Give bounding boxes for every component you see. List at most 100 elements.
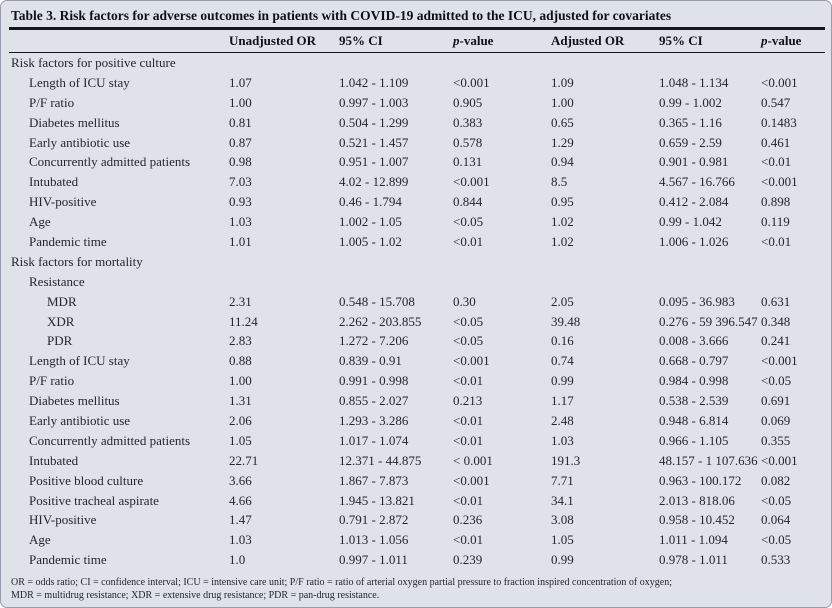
- value-cell: 0.691: [761, 393, 791, 409]
- value-cell: 0.99: [551, 373, 574, 389]
- value-cell: 0.069: [761, 412, 791, 428]
- value-cell: 0.631: [761, 293, 791, 309]
- value-cell: 1.03: [229, 532, 252, 548]
- value-cell: 0.533: [761, 552, 791, 568]
- row-label: Diabetes mellitus: [29, 393, 120, 409]
- value-cell: 0.94: [551, 154, 574, 170]
- table-row: Early antibiotic use 0.87 0.521 - 1.457 0.5…: [11, 133, 823, 153]
- value-cell: 0.064: [761, 512, 791, 528]
- value-cell: <0.001: [453, 74, 490, 90]
- value-cell: 0.997 - 1.003: [339, 94, 409, 110]
- value-cell: 0.65: [551, 114, 574, 130]
- row-label: Positive tracheal aspirate: [29, 492, 159, 508]
- row-label: Positive blood culture: [29, 472, 144, 488]
- value-cell: <0.05: [761, 492, 792, 508]
- table-row: Length of ICU stay 0.88 0.839 - 0.91 <0.001…: [11, 351, 823, 371]
- header-row: Unadjusted OR 95% CI p-value Adjusted OR…: [9, 30, 825, 53]
- table-row: Length of ICU stay 1.07 1.042 - 1.109 <0.00…: [11, 73, 823, 93]
- section-row: Risk factors for mortality: [11, 252, 823, 272]
- row-label: XDR: [47, 313, 75, 329]
- value-cell: <0.01: [453, 373, 484, 389]
- row-label: Pandemic time: [29, 552, 107, 568]
- value-cell: 1.07: [229, 74, 252, 90]
- p-value-italic-p: p: [761, 33, 768, 48]
- value-cell: 0.958 - 10.452: [659, 512, 735, 528]
- footnotes: OR = odds ratio; CI = confidence interva…: [11, 577, 823, 602]
- value-cell: < 0.001: [453, 452, 493, 468]
- value-cell: 2.262 - 203.855: [339, 313, 422, 329]
- value-cell: 1.02: [551, 214, 574, 230]
- value-cell: <0.001: [453, 472, 490, 488]
- value-cell: 0.355: [761, 432, 791, 448]
- value-cell: 1.09: [551, 74, 574, 90]
- p-value-italic-p: p: [453, 33, 460, 48]
- value-cell: 0.791 - 2.872: [339, 512, 409, 528]
- p-value-rest: -value: [767, 33, 802, 48]
- value-cell: 1.945 - 13.821: [339, 492, 415, 508]
- value-cell: 0.966 - 1.105: [659, 432, 729, 448]
- value-cell: <0.01: [453, 412, 484, 428]
- value-cell: 0.131: [453, 154, 483, 170]
- value-cell: 0.659 - 2.59: [659, 134, 722, 150]
- value-cell: 0.008 - 3.666: [659, 333, 729, 349]
- value-cell: 3.08: [551, 512, 574, 528]
- value-cell: 0.99 - 1.002: [659, 94, 722, 110]
- value-cell: 0.213: [453, 393, 483, 409]
- row-label: Diabetes mellitus: [29, 114, 120, 130]
- value-cell: 0.951 - 1.007: [339, 154, 409, 170]
- value-cell: 0.98: [229, 154, 252, 170]
- value-cell: 1.00: [229, 373, 252, 389]
- value-cell: <0.01: [761, 233, 792, 249]
- value-cell: 22.71: [229, 452, 259, 468]
- value-cell: 0.1483: [761, 114, 797, 130]
- table-row: P/F ratio 1.00 0.991 - 0.998 <0.01 0.99 0.984…: [11, 371, 823, 391]
- header-pvalue-adjusted: p-value: [761, 33, 823, 49]
- value-cell: 1.00: [229, 94, 252, 110]
- header-ci-adjusted: 95% CI: [659, 33, 703, 48]
- value-cell: 0.241: [761, 333, 791, 349]
- row-label: Intubated: [29, 174, 79, 190]
- row-label: Risk factors for positive culture: [11, 54, 176, 70]
- value-cell: 0.997 - 1.011: [339, 552, 408, 568]
- table-row: Intubated 22.71 12.371 - 44.875 < 0.001 191.…: [11, 451, 823, 471]
- row-label: Early antibiotic use: [29, 134, 131, 150]
- value-cell: 1.048 - 1.134: [659, 74, 729, 90]
- value-cell: 1.867 - 7.873: [339, 472, 409, 488]
- row-label: P/F ratio: [29, 373, 75, 389]
- value-cell: 0.978 - 1.011: [659, 552, 728, 568]
- table-row: P/F ratio 1.00 0.997 - 1.003 0.905 1.00 0.99 …: [11, 93, 823, 113]
- row-label: Length of ICU stay: [29, 74, 130, 90]
- value-cell: <0.05: [761, 532, 792, 548]
- value-cell: 1.011 - 1.094: [659, 532, 728, 548]
- value-cell: 11.24: [229, 313, 258, 329]
- value-cell: 1.05: [551, 532, 574, 548]
- value-cell: 0.236: [453, 512, 483, 528]
- value-cell: 12.371 - 44.875: [339, 452, 422, 468]
- value-cell: 1.017 - 1.074: [339, 432, 409, 448]
- value-cell: 0.991 - 0.998: [339, 373, 409, 389]
- value-cell: 0.548 - 15.708: [339, 293, 415, 309]
- value-cell: 0.99 - 1.042: [659, 214, 722, 230]
- value-cell: 4.02 - 12.899: [339, 174, 409, 190]
- footnote-line-1: OR = odds ratio; CI = confidence interva…: [11, 577, 672, 589]
- value-cell: 0.668 - 0.797: [659, 353, 729, 369]
- value-cell: 191.3: [551, 452, 581, 468]
- value-cell: 0.839 - 0.91: [339, 353, 402, 369]
- value-cell: 1.31: [229, 393, 252, 409]
- title-rule: [9, 27, 825, 30]
- value-cell: 0.578: [453, 134, 483, 150]
- value-cell: 2.31: [229, 293, 252, 309]
- value-cell: 4.66: [229, 492, 252, 508]
- value-cell: 0.984 - 0.998: [659, 373, 729, 389]
- row-label: Length of ICU stay: [29, 353, 130, 369]
- value-cell: 0.93: [229, 194, 252, 210]
- value-cell: 7.71: [551, 472, 574, 488]
- value-cell: 1.03: [551, 432, 574, 448]
- row-label: Concurrently admitted patients: [29, 154, 191, 170]
- value-cell: 1.293 - 3.286: [339, 412, 409, 428]
- row-label: P/F ratio: [29, 94, 75, 110]
- value-cell: <0.01: [453, 532, 484, 548]
- value-cell: 1.00: [551, 94, 574, 110]
- row-label: Age: [29, 532, 51, 548]
- value-cell: 0.412 - 2.084: [659, 194, 729, 210]
